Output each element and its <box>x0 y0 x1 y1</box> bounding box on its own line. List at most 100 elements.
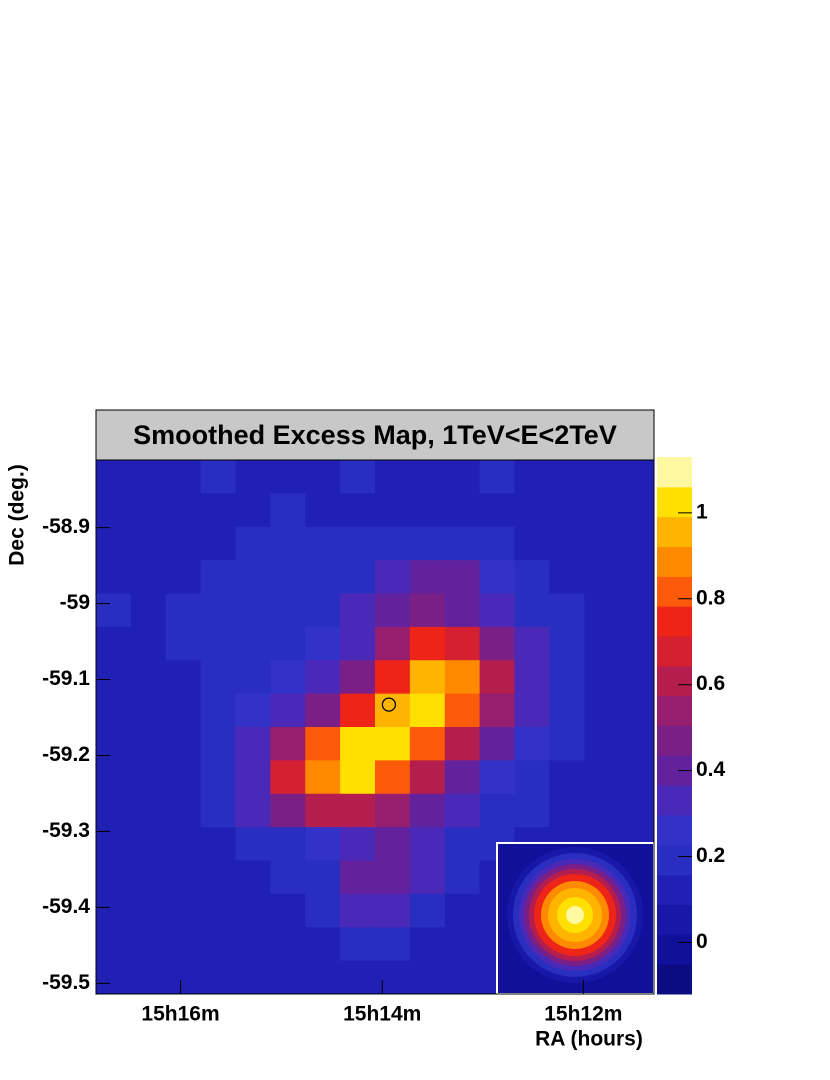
colorbar-band <box>657 546 692 577</box>
psf-inset <box>497 843 654 994</box>
heatmap-cell <box>235 460 271 494</box>
heatmap-cell <box>165 526 202 561</box>
heatmap-cell <box>444 893 481 928</box>
y-tick-label: -59.4 <box>42 895 90 918</box>
heatmap-cell <box>96 927 132 962</box>
colorbar-tick-label: 0.8 <box>696 586 726 609</box>
heatmap-cell <box>130 593 167 628</box>
heatmap-cell <box>200 860 236 895</box>
heatmap-cell <box>444 660 481 695</box>
heatmap-cell <box>235 827 271 861</box>
heatmap-cell <box>444 927 481 962</box>
heatmap-cell <box>235 960 271 995</box>
heatmap-cell <box>200 626 236 661</box>
heatmap-cell <box>479 460 515 494</box>
heatmap-cell <box>340 727 376 761</box>
heatmap-cell <box>514 760 550 795</box>
heatmap-cell <box>584 727 620 761</box>
heatmap-cell <box>584 460 620 494</box>
heatmap-cell <box>130 493 167 528</box>
heatmap-cell <box>514 693 550 728</box>
heatmap-cell <box>305 493 341 528</box>
heatmap-cell <box>479 593 515 628</box>
heatmap-cell <box>130 460 167 494</box>
heatmap-cell <box>444 560 481 594</box>
x-tick-label: 15h16m <box>141 1003 219 1026</box>
colorbar-tick-label: 0.6 <box>696 672 725 695</box>
heatmap-cell <box>584 760 620 795</box>
heatmap-cell <box>549 760 585 795</box>
heatmap-cell <box>235 760 271 795</box>
heatmap-cell <box>375 560 411 594</box>
heatmap-cell <box>584 693 620 728</box>
heatmap-cell <box>479 660 515 695</box>
heatmap-cell <box>375 960 411 995</box>
heatmap-cell <box>130 827 167 861</box>
heatmap-cell <box>549 793 585 828</box>
colorbar-band <box>657 874 692 905</box>
heatmap-cell <box>444 693 481 728</box>
heatmap-cell <box>305 860 341 895</box>
heatmap-cell <box>270 526 306 561</box>
heatmap-cell <box>340 493 376 528</box>
heatmap-cell <box>235 860 271 895</box>
heatmap-cell <box>409 460 446 494</box>
heatmap-cell <box>619 660 655 695</box>
heatmap-cell <box>340 593 376 628</box>
heatmap-cell <box>409 660 446 695</box>
heatmap-cell <box>514 526 550 561</box>
heatmap-cell <box>130 526 167 561</box>
heatmap-cell <box>165 893 202 928</box>
heatmap-cell <box>375 660 411 695</box>
colorbar-tick-label: 0.4 <box>696 758 726 781</box>
heatmap-cell <box>409 493 446 528</box>
heatmap-cell <box>235 593 271 628</box>
heatmap-cell <box>96 960 132 995</box>
x-tick-label: 15h14m <box>343 1003 421 1026</box>
heatmap-cell <box>375 626 411 661</box>
heatmap <box>96 460 655 995</box>
heatmap-cell <box>96 660 132 695</box>
colorbar-band <box>657 516 692 547</box>
heatmap-cell <box>340 860 376 895</box>
heatmap-cell <box>375 927 411 962</box>
heatmap-cell <box>305 593 341 628</box>
y-tick-label: -58.9 <box>42 515 90 538</box>
heatmap-cell <box>375 793 411 828</box>
heatmap-cell <box>584 526 620 561</box>
heatmap-cell <box>409 560 446 594</box>
colorbar-band <box>657 785 692 816</box>
heatmap-cell <box>235 560 271 594</box>
heatmap-cell <box>235 660 271 695</box>
heatmap-cell <box>340 827 376 861</box>
heatmap-cell <box>96 526 132 561</box>
heatmap-cell <box>200 493 236 528</box>
heatmap-cell <box>514 626 550 661</box>
heatmap-cell <box>409 893 446 928</box>
heatmap-cell <box>235 626 271 661</box>
heatmap-cell <box>375 893 411 928</box>
heatmap-cell <box>200 727 236 761</box>
heatmap-cell <box>340 560 376 594</box>
heatmap-cell <box>305 827 341 861</box>
heatmap-cell <box>96 893 132 928</box>
heatmap-cell <box>340 893 376 928</box>
heatmap-cell <box>409 927 446 962</box>
heatmap-cell <box>444 626 481 661</box>
colorbar-band <box>657 457 692 488</box>
heatmap-cell <box>409 827 446 861</box>
heatmap-cell <box>514 660 550 695</box>
heatmap-cell <box>270 860 306 895</box>
colorbar-band <box>657 486 692 518</box>
heatmap-cell <box>549 626 585 661</box>
heatmap-cell <box>584 793 620 828</box>
heatmap-cell <box>619 493 655 528</box>
heatmap-cell <box>444 526 481 561</box>
heatmap-cell <box>479 693 515 728</box>
heatmap-cell <box>165 793 202 828</box>
heatmap-cell <box>305 626 341 661</box>
heatmap-cell <box>130 760 167 795</box>
heatmap-cell <box>200 927 236 962</box>
heatmap-cell <box>165 593 202 628</box>
heatmap-cell <box>165 460 202 494</box>
